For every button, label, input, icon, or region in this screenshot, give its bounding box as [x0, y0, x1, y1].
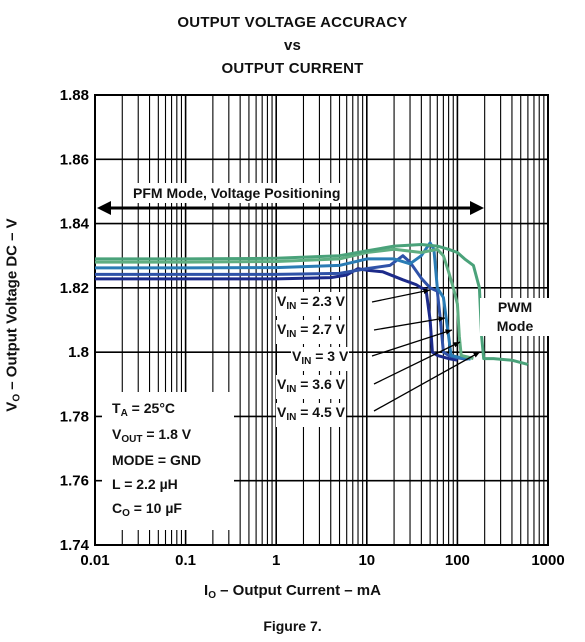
x-tick-label: 10 [358, 552, 375, 569]
x-tick-label: 0.1 [175, 552, 196, 569]
y-tick-label: 1.82 [60, 280, 89, 297]
y-tick-label: 1.86 [60, 151, 89, 168]
leader-arrowhead-2 [445, 329, 452, 335]
y-axis-label: VO – Output Voltage DC – V [3, 218, 23, 412]
series-line-4 [95, 243, 529, 366]
series-line-0 [95, 267, 458, 362]
condition-l: L = 2.2 µH [112, 476, 178, 492]
x-tick-label: 1000 [531, 552, 564, 569]
pfm-arrow-head-left [97, 201, 111, 215]
leader-line-4 [373, 351, 481, 412]
series-label-vin-3-6: VIN = 3.6 V [276, 375, 346, 399]
conditions-box: TA = 25°C VOUT = 1.8 V MODE = GND L = 2.… [102, 392, 234, 530]
leader-line-2 [371, 329, 453, 357]
series-label-vin-2-3: VIN = 2.3 V [276, 292, 346, 316]
series-line-2 [95, 241, 471, 361]
series-line-1 [95, 254, 468, 361]
pfm-annotation: PFM Mode, Voltage Positioning [130, 183, 344, 203]
y-tick-label: 1.8 [68, 344, 89, 361]
x-tick-label: 1 [272, 552, 280, 569]
pfm-arrow [97, 201, 484, 215]
chart-title-line-2: vs [283, 37, 302, 54]
y-tick-label: 1.88 [60, 87, 89, 104]
condition-co: CO = 10 µF [112, 500, 182, 519]
x-tick-label: 100 [445, 552, 470, 569]
leader-line-1 [373, 317, 446, 331]
y-tick-label: 1.74 [60, 537, 90, 554]
series-line-3 [95, 247, 474, 361]
tick-labels: 1.74 1.76 1.78 1.8 1.82 1.84 1.86 1.88 0.01 0.1 1 1… [60, 87, 565, 569]
pwm-annotation: PWM Mode [480, 298, 550, 336]
y-tick-label: 1.76 [60, 473, 89, 490]
leader-line-0 [371, 289, 431, 303]
y-tick-label: 1.84 [60, 216, 90, 233]
leader-arrowhead-0 [423, 288, 430, 294]
y-tick-label: 1.78 [60, 408, 89, 425]
leader-arrowhead-4 [473, 352, 480, 358]
x-tick-label: 0.01 [80, 552, 109, 569]
condition-vout: VOUT = 1.8 V [112, 426, 192, 445]
chart-title-line-1: OUTPUT VOLTAGE ACCURACY [177, 14, 408, 31]
series-group [95, 241, 529, 366]
series-label-vin-3: VIN = 3 V [291, 347, 350, 371]
leader-line-3 [373, 341, 461, 385]
chart-title-line-3: OUTPUT CURRENT [221, 60, 364, 77]
pfm-arrow-head-right [470, 201, 484, 215]
condition-mode: MODE = GND [112, 452, 202, 468]
figure-caption: Figure 7. [263, 618, 322, 634]
x-axis-label: IO – Output Current – mA [204, 582, 381, 601]
condition-ta: TA = 25°C [112, 400, 176, 419]
series-label-vin-2-7: VIN = 2.7 V [276, 320, 346, 344]
leader-arrowhead-1 [438, 316, 445, 322]
series-label-vin-4-5: VIN = 4.5 V [276, 403, 346, 427]
leader-arrowhead-3 [453, 342, 460, 348]
series-leader-lines [371, 288, 481, 412]
